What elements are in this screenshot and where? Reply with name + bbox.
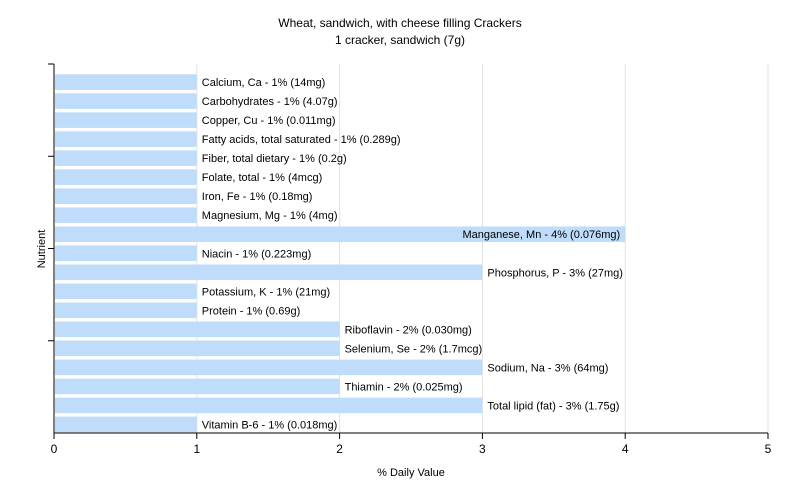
bar-label: Potassium, K - 1% (21mg) <box>202 286 330 298</box>
bar <box>55 397 483 414</box>
bar-label: Manganese, Mn - 4% (0.076mg) <box>462 229 620 241</box>
bar <box>55 226 626 243</box>
chart-title: Wheat, sandwich, with cheese filling Cra… <box>278 16 521 30</box>
bar-label: Niacin - 1% (0.223mg) <box>202 248 311 260</box>
bar <box>55 245 197 262</box>
bar <box>55 378 340 395</box>
chart-subtitle: 1 cracker, sandwich (7g) <box>335 33 465 47</box>
bar-label: Fiber, total dietary - 1% (0.2g) <box>202 153 347 165</box>
bars <box>55 74 626 433</box>
bar <box>55 321 340 338</box>
bar-label: Copper, Cu - 1% (0.011mg) <box>202 115 336 127</box>
bar-label: Vitamin B-6 - 1% (0.018mg) <box>202 419 338 431</box>
bar <box>55 93 197 109</box>
axes: 0 1 2 3 4 5 <box>48 63 772 456</box>
x-axis-label: % Daily Value <box>377 467 445 479</box>
bar-label: Folate, total - 1% (4mcg) <box>202 172 322 184</box>
bar <box>55 169 197 185</box>
x-tick-label: 3 <box>479 442 486 456</box>
bar-label: Protein - 1% (0.69g) <box>202 305 300 317</box>
bar-label: Iron, Fe - 1% (0.18mg) <box>202 191 313 203</box>
x-tick-label: 5 <box>765 442 772 456</box>
bar <box>55 302 197 319</box>
bar-label: Sodium, Na - 3% (64mg) <box>487 362 608 374</box>
bar <box>55 150 197 166</box>
bar <box>55 283 197 300</box>
bar-label: Fatty acids, total saturated - 1% (0.289… <box>202 134 401 146</box>
bar-label: Riboflavin - 2% (0.030mg) <box>345 324 472 336</box>
bar <box>55 340 340 357</box>
y-axis-label: Nutrient <box>36 230 48 269</box>
bar-label: Calcium, Ca - 1% (14mg) <box>202 77 325 89</box>
bar <box>55 207 197 224</box>
x-tick-label: 1 <box>193 442 200 456</box>
bar <box>55 359 483 376</box>
bar-label: Selenium, Se - 2% (1.7mcg) <box>345 343 483 355</box>
bar-labels: Calcium, Ca - 1% (14mg) Carbohydrates - 1… <box>202 77 623 431</box>
bar-label: Thiamin - 2% (0.025mg) <box>345 381 463 393</box>
bar <box>55 264 483 281</box>
x-tick-label: 2 <box>336 442 343 456</box>
bar <box>55 188 197 204</box>
x-tick-label: 4 <box>622 442 629 456</box>
bar <box>55 112 197 128</box>
bar <box>55 74 197 90</box>
bar-label: Carbohydrates - 1% (4.07g) <box>202 96 338 108</box>
bar <box>55 131 197 147</box>
bar-label: Magnesium, Mg - 1% (4mg) <box>202 210 338 222</box>
bar-label: Phosphorus, P - 3% (27mg) <box>487 267 623 279</box>
x-tick-label: 0 <box>51 442 58 456</box>
bar-label: Total lipid (fat) - 3% (1.75g) <box>487 400 619 412</box>
bar <box>55 416 197 433</box>
